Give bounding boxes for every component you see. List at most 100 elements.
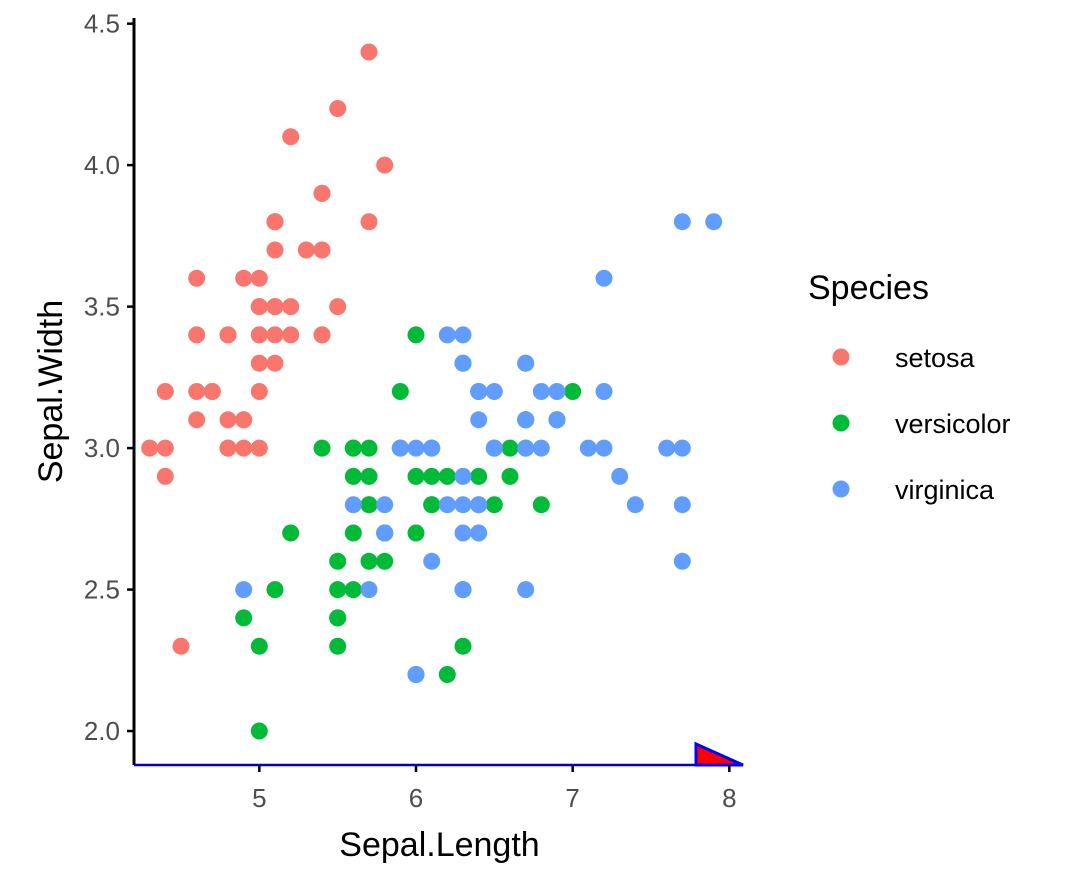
point-virginica bbox=[235, 581, 253, 599]
point-versicolor bbox=[360, 467, 378, 485]
point-virginica bbox=[407, 439, 425, 457]
point-setosa bbox=[188, 326, 206, 344]
point-virginica bbox=[673, 213, 691, 231]
point-setosa bbox=[360, 213, 378, 231]
point-setosa bbox=[156, 383, 174, 400]
point-setosa bbox=[219, 439, 237, 457]
legend-title: Species bbox=[808, 269, 929, 307]
point-setosa bbox=[188, 269, 206, 287]
point-setosa bbox=[188, 411, 206, 429]
x-tick-label: 6 bbox=[409, 783, 423, 813]
legend-items: setosa versicolor virginica bbox=[832, 343, 1011, 505]
y-axis-title: Sepal.Width bbox=[32, 300, 70, 483]
point-setosa bbox=[282, 128, 300, 146]
point-versicolor bbox=[266, 581, 284, 599]
point-virginica bbox=[532, 439, 550, 457]
x-axis-arrow-marker bbox=[694, 741, 744, 767]
point-virginica bbox=[454, 524, 472, 542]
point-setosa bbox=[250, 298, 268, 316]
point-versicolor bbox=[250, 722, 268, 740]
point-versicolor bbox=[360, 552, 378, 570]
point-virginica bbox=[485, 439, 503, 457]
point-virginica bbox=[438, 326, 456, 344]
point-versicolor bbox=[438, 467, 456, 485]
point-versicolor bbox=[407, 524, 425, 542]
point-virginica bbox=[454, 354, 472, 372]
point-virginica bbox=[517, 411, 535, 429]
point-versicolor bbox=[313, 439, 331, 457]
point-setosa bbox=[266, 354, 284, 372]
point-versicolor bbox=[329, 609, 347, 627]
legend-key bbox=[832, 480, 850, 498]
point-virginica bbox=[360, 581, 378, 599]
point-versicolor bbox=[344, 439, 362, 457]
y-tick-label: 3.0 bbox=[84, 433, 120, 463]
y-tick-label: 2.0 bbox=[84, 716, 120, 746]
point-versicolor bbox=[344, 467, 362, 485]
y-tick-label: 4.5 bbox=[84, 9, 120, 39]
legend-label: setosa bbox=[895, 343, 976, 373]
point-virginica bbox=[470, 524, 488, 542]
point-virginica bbox=[376, 496, 394, 514]
point-virginica bbox=[407, 666, 425, 683]
point-versicolor bbox=[329, 637, 347, 655]
point-setosa bbox=[250, 439, 268, 457]
point-virginica bbox=[595, 439, 613, 457]
point-versicolor bbox=[407, 467, 425, 485]
x-axis-ticks: 5 6 7 8 bbox=[252, 765, 737, 813]
point-setosa bbox=[329, 100, 347, 117]
point-versicolor bbox=[423, 467, 441, 485]
point-setosa bbox=[250, 354, 268, 372]
series-setosa bbox=[141, 43, 394, 655]
point-virginica bbox=[532, 383, 550, 400]
point-setosa bbox=[282, 326, 300, 344]
points-layer bbox=[141, 43, 723, 740]
point-virginica bbox=[517, 354, 535, 372]
point-setosa bbox=[219, 411, 237, 429]
point-setosa bbox=[250, 269, 268, 287]
point-setosa bbox=[266, 241, 284, 259]
x-tick-label: 8 bbox=[722, 783, 736, 813]
point-virginica bbox=[595, 269, 613, 287]
point-setosa bbox=[282, 298, 300, 316]
point-setosa bbox=[297, 241, 315, 259]
legend: Species setosa versicolor virginica bbox=[808, 269, 1011, 505]
legend-item-virginica: virginica bbox=[832, 475, 995, 505]
point-versicolor bbox=[564, 383, 582, 400]
legend-item-versicolor: versicolor bbox=[832, 409, 1011, 439]
series-virginica bbox=[235, 213, 723, 683]
point-virginica bbox=[470, 383, 488, 400]
point-virginica bbox=[658, 439, 676, 457]
point-virginica bbox=[454, 496, 472, 514]
point-virginica bbox=[673, 496, 691, 514]
point-setosa bbox=[235, 439, 253, 457]
point-setosa bbox=[266, 298, 284, 316]
point-setosa bbox=[156, 467, 174, 485]
point-setosa bbox=[203, 383, 221, 400]
point-setosa bbox=[235, 411, 253, 429]
point-virginica bbox=[548, 383, 566, 400]
point-versicolor bbox=[329, 581, 347, 599]
point-versicolor bbox=[501, 467, 519, 485]
point-virginica bbox=[344, 496, 362, 514]
point-setosa bbox=[219, 326, 237, 344]
point-versicolor bbox=[360, 439, 378, 457]
point-virginica bbox=[705, 213, 723, 231]
y-tick-label: 4.0 bbox=[84, 150, 120, 180]
point-setosa bbox=[188, 383, 206, 400]
legend-label: versicolor bbox=[895, 409, 1011, 439]
point-versicolor bbox=[454, 637, 472, 655]
point-virginica bbox=[470, 496, 488, 514]
point-versicolor bbox=[391, 383, 409, 400]
point-versicolor bbox=[282, 524, 300, 542]
point-versicolor bbox=[344, 581, 362, 599]
x-tick-label: 5 bbox=[252, 783, 266, 813]
point-setosa bbox=[329, 298, 347, 316]
point-virginica bbox=[517, 581, 535, 599]
y-tick-label: 2.5 bbox=[84, 575, 120, 605]
point-virginica bbox=[595, 383, 613, 400]
point-setosa bbox=[266, 326, 284, 344]
point-setosa bbox=[250, 383, 268, 400]
point-virginica bbox=[454, 326, 472, 344]
